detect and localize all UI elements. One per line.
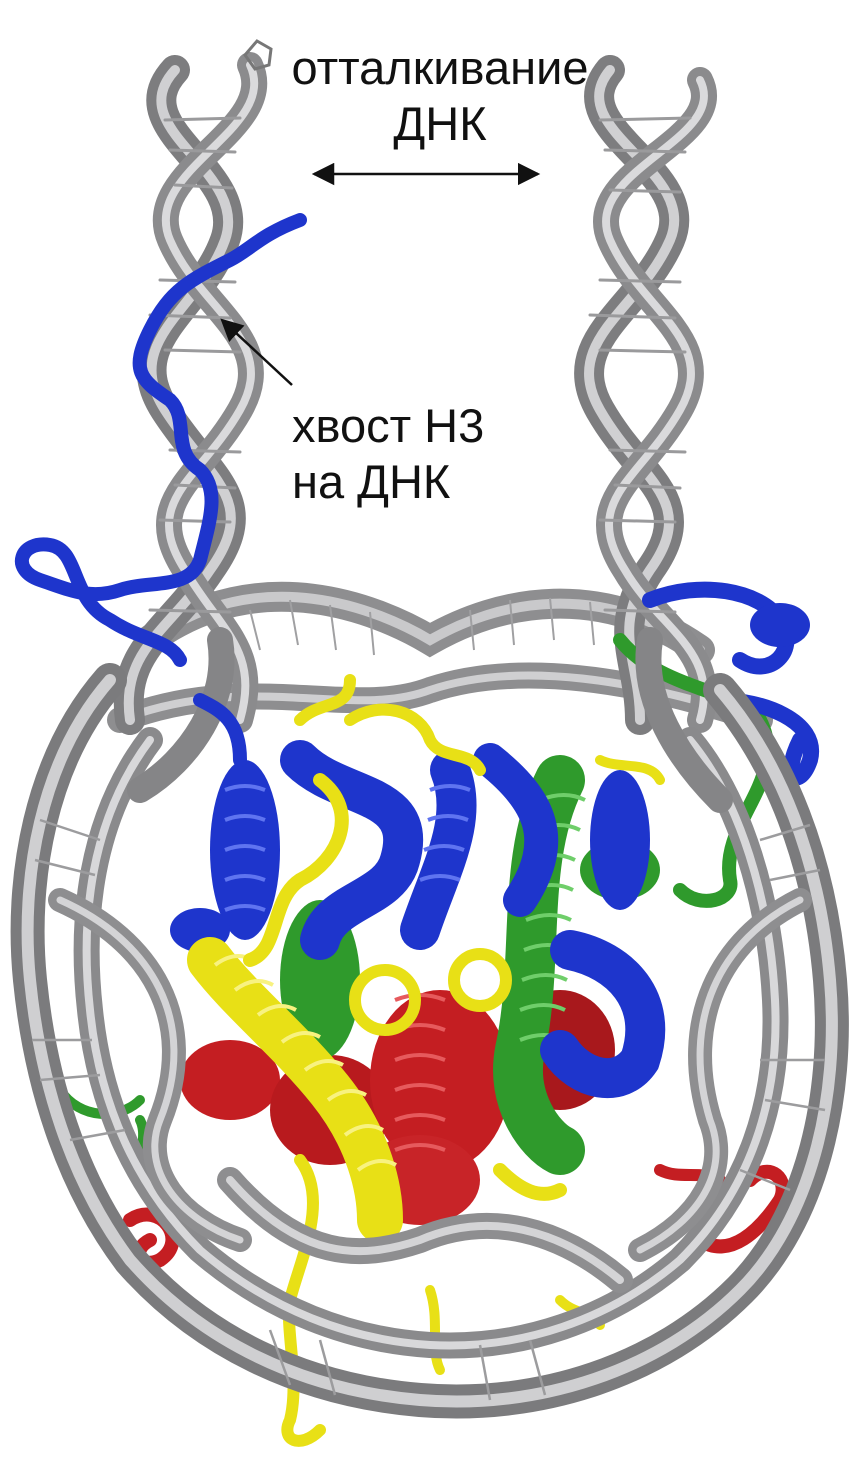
h3-tail-label-line2: на ДНК [292,455,451,508]
h3-tail-label: хвост H3 на ДНК [292,398,532,510]
dna-repulsion-label-line2: ДНК [393,97,487,150]
dna-repulsion-label-line1: отталкивание [291,41,589,94]
h3-tail-pointer-arrow [220,318,293,386]
dna-superhelix-front [10,627,849,1419]
h3-tail-left [14,213,307,767]
h3-tail-label-line1: хвост H3 [292,399,485,452]
dna-repulsion-label: отталкивание ДНК [270,40,610,152]
histone-yellow [187,674,665,1447]
dna-arm-right [574,55,717,735]
dna-base-pairs-front [32,818,826,1401]
dna-base-pairs-back [249,597,595,656]
